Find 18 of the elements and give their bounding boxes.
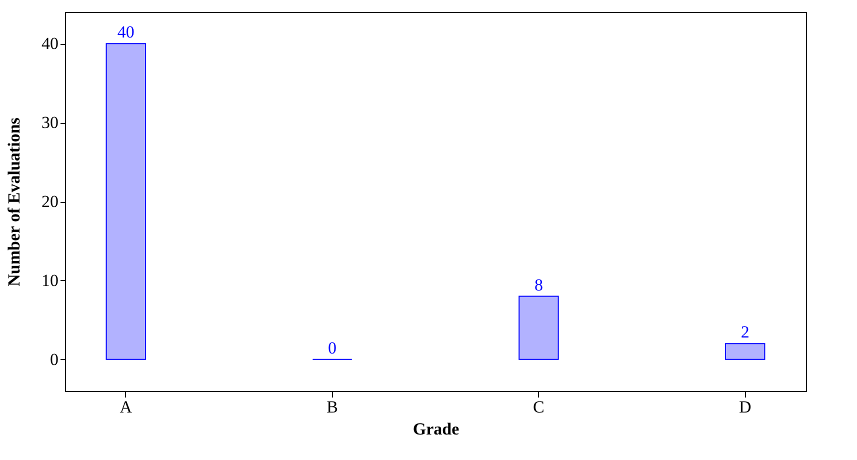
y-tick-label: 30 xyxy=(42,113,58,132)
x-tick-label: D xyxy=(738,398,752,416)
data-label: 2 xyxy=(740,322,750,342)
y-tick-label: 10 xyxy=(42,270,58,290)
data-label: 40 xyxy=(117,22,134,42)
bar xyxy=(725,343,766,360)
bar xyxy=(518,296,559,360)
y-tick-label: 40 xyxy=(42,34,58,54)
y-tick-label: 0 xyxy=(50,350,58,369)
x-tick-label: B xyxy=(326,398,338,416)
x-tick-label: A xyxy=(120,398,133,416)
data-label: 8 xyxy=(534,275,543,294)
x-tick-label: C xyxy=(533,398,544,416)
y-tick-label: 20 xyxy=(42,192,58,211)
bar xyxy=(106,43,146,360)
data-label: 0 xyxy=(328,338,337,358)
x-axis-title: Grade xyxy=(412,420,460,438)
y-axis-title: Number of Evaluations xyxy=(4,117,24,286)
